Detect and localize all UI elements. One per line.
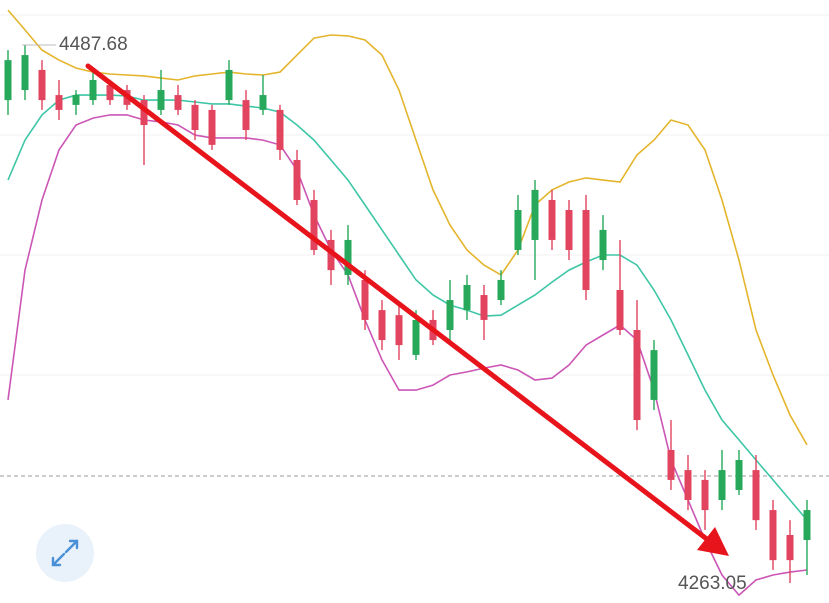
candle-body — [378, 310, 386, 341]
candle-body — [242, 100, 250, 131]
candle-body — [327, 239, 335, 271]
candle-body — [72, 95, 80, 105]
candle-body — [548, 199, 556, 240]
candle-body — [599, 229, 607, 261]
candle-body — [667, 449, 675, 480]
candle-body — [89, 79, 97, 101]
candle-body — [786, 534, 794, 561]
expand-button[interactable] — [36, 524, 94, 582]
candle-body — [684, 470, 692, 501]
candle-body — [514, 210, 522, 251]
candle-body — [225, 69, 233, 101]
arrow-head — [697, 527, 729, 556]
candle-body — [344, 239, 352, 275]
candle-body — [752, 470, 760, 521]
candle-body — [395, 315, 403, 346]
candle-body — [497, 279, 505, 301]
candle-body — [480, 295, 488, 320]
candle-body — [412, 319, 420, 355]
candle-body — [38, 69, 46, 101]
candle-body — [531, 189, 539, 240]
candle-body — [174, 95, 182, 110]
candle-body — [735, 460, 743, 490]
candle-body — [4, 60, 12, 101]
candle-body — [463, 284, 471, 311]
candle-body — [140, 100, 148, 126]
trend-arrow — [85, 63, 729, 556]
candle-body — [259, 95, 267, 110]
candle-body — [310, 199, 318, 251]
candle-body — [157, 90, 165, 110]
expand-button-bg[interactable] — [36, 524, 94, 582]
candle-body — [276, 109, 284, 150]
candle-body — [106, 85, 114, 101]
min-label: 4263.05 — [678, 573, 747, 594]
band-line — [7, 9, 808, 446]
candle-body — [616, 290, 624, 330]
arrow-shaft — [85, 63, 715, 546]
candle-body — [769, 510, 777, 561]
candle-body — [650, 350, 658, 400]
candle-body — [191, 104, 199, 131]
candle-body — [633, 329, 641, 421]
candle-body — [21, 55, 29, 91]
candle-body — [361, 279, 369, 320]
candle-body — [208, 109, 216, 145]
candle-body — [565, 210, 573, 251]
background-grid — [0, 14, 829, 376]
band-line — [7, 94, 808, 521]
candle-body — [803, 510, 811, 541]
candle-body — [446, 300, 454, 330]
max-label: 4487.68 — [59, 34, 128, 55]
candle-body — [718, 470, 726, 501]
candle-body — [55, 95, 63, 110]
candles — [4, 45, 811, 584]
expand-icon[interactable] — [51, 539, 79, 567]
candle-body — [701, 479, 709, 511]
candle-body — [582, 210, 590, 291]
candle-body — [293, 159, 301, 200]
